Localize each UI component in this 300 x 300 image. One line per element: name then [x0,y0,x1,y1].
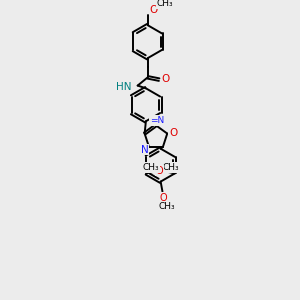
Text: O: O [169,128,177,138]
Text: =N: =N [150,116,164,125]
Text: CH₃: CH₃ [158,202,175,211]
Text: N: N [140,145,148,154]
Text: O: O [160,193,167,202]
Text: CH₃: CH₃ [162,163,179,172]
Text: CH₃: CH₃ [157,0,173,8]
Text: O: O [149,5,158,15]
Text: O: O [156,166,164,176]
Text: HN: HN [116,82,131,92]
Text: O: O [158,166,165,176]
Text: CH₃: CH₃ [142,163,159,172]
Text: O: O [161,74,170,84]
